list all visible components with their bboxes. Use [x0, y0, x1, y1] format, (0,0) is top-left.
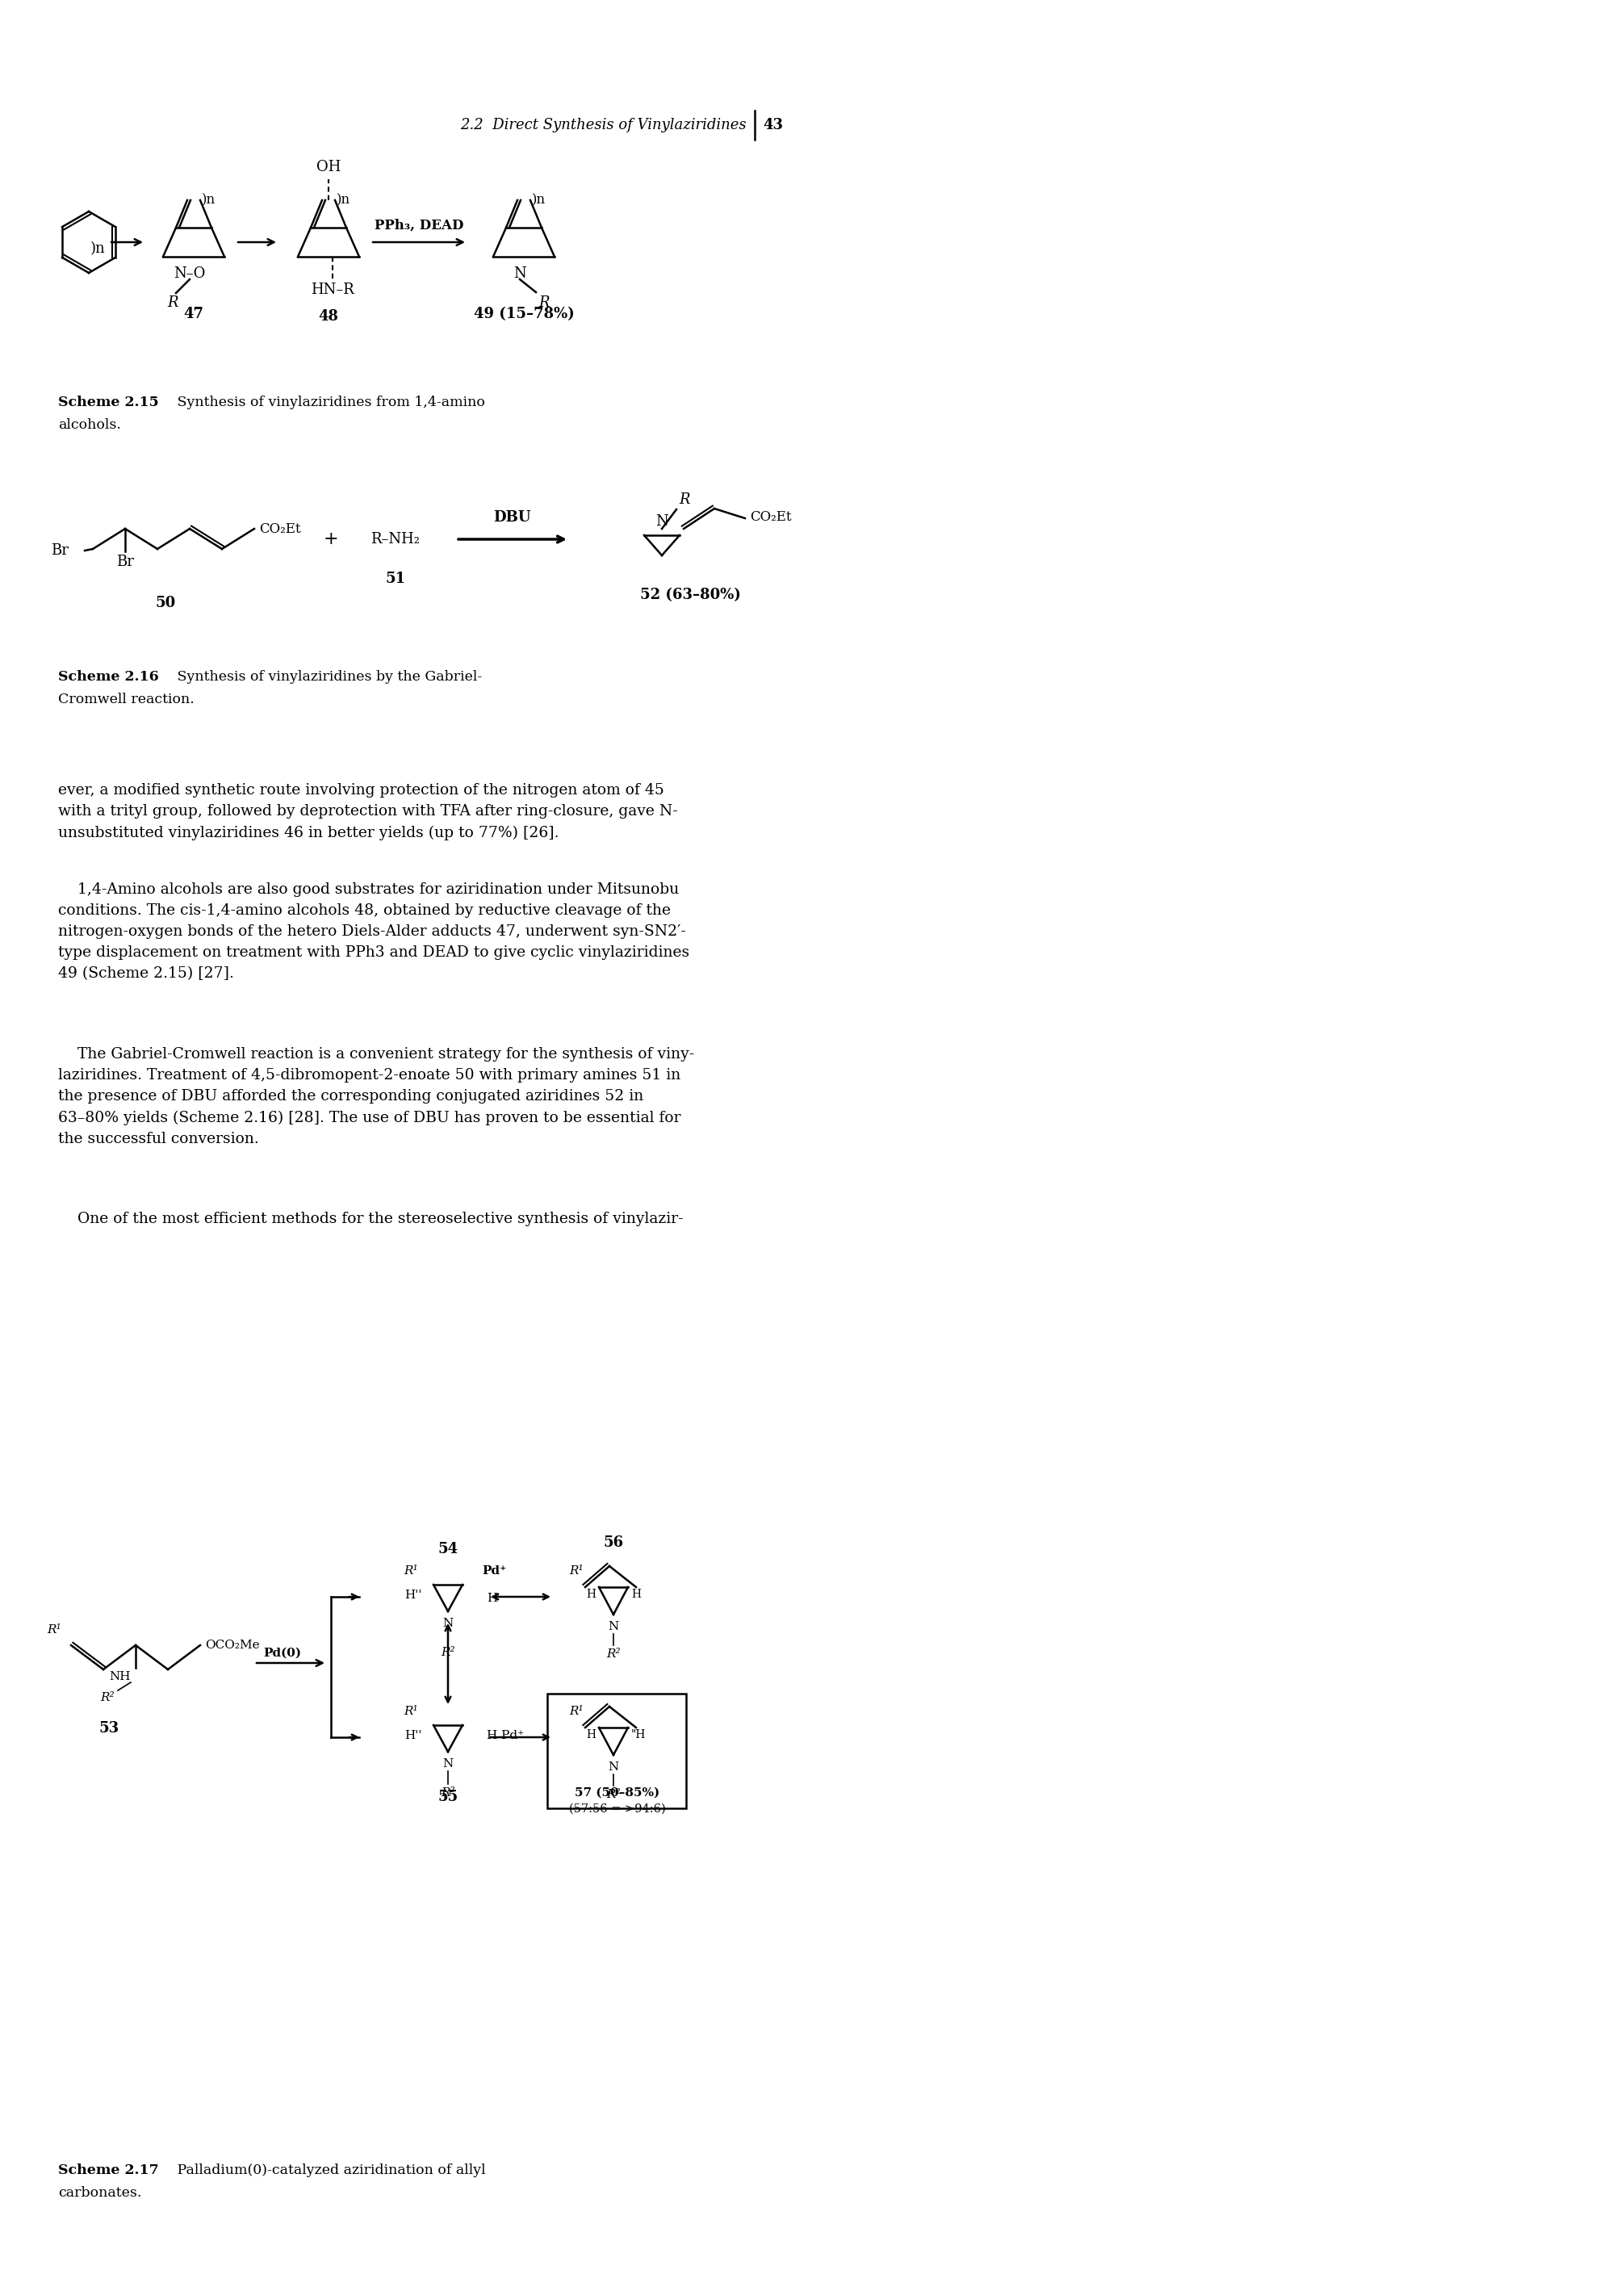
- Text: 47: 47: [184, 306, 203, 320]
- Text: 2.2  Direct Synthesis of Vinylaziridines: 2.2 Direct Synthesis of Vinylaziridines: [460, 119, 747, 133]
- Text: 52 (63–80%): 52 (63–80%): [640, 588, 741, 601]
- Text: One of the most efficient methods for the stereoselective synthesis of vinylazir: One of the most efficient methods for th…: [58, 1212, 684, 1226]
- Text: Pd⁺: Pd⁺: [482, 1564, 507, 1576]
- FancyBboxPatch shape: [547, 1695, 685, 1809]
- Text: Scheme 2.17: Scheme 2.17: [58, 2164, 159, 2177]
- Text: H: H: [632, 1589, 641, 1601]
- Text: The Gabriel-Cromwell reaction is a convenient strategy for the synthesis of viny: The Gabriel-Cromwell reaction is a conve…: [58, 1047, 695, 1146]
- Text: R²: R²: [606, 1788, 620, 1800]
- Text: Br: Br: [50, 544, 68, 558]
- Text: 51: 51: [385, 572, 406, 585]
- Text: 49 (15–78%): 49 (15–78%): [474, 306, 575, 320]
- Text: )n: )n: [91, 242, 106, 256]
- Text: R¹: R¹: [568, 1706, 583, 1718]
- Text: 43: 43: [763, 119, 783, 133]
- Text: R²: R²: [606, 1649, 620, 1660]
- Text: 48: 48: [318, 309, 338, 325]
- Text: R²: R²: [440, 1647, 455, 1658]
- Text: PPh₃, DEAD: PPh₃, DEAD: [374, 220, 463, 233]
- Text: R²: R²: [101, 1692, 115, 1704]
- Text: DBU: DBU: [494, 510, 531, 524]
- Text: "H: "H: [632, 1729, 646, 1740]
- Text: R: R: [539, 295, 549, 311]
- Text: CO₂Et: CO₂Et: [750, 510, 791, 524]
- Text: R¹: R¹: [404, 1706, 417, 1718]
- Text: OCO₂Me: OCO₂Me: [205, 1640, 260, 1651]
- Text: N: N: [513, 265, 526, 281]
- Text: H: H: [487, 1592, 497, 1603]
- Text: 56: 56: [603, 1535, 624, 1551]
- Text: R–NH₂: R–NH₂: [370, 533, 421, 547]
- Text: Palladium(0)-catalyzed aziridination of allyl: Palladium(0)-catalyzed aziridination of …: [172, 2164, 486, 2177]
- Text: +: +: [323, 531, 338, 549]
- Text: OH: OH: [317, 160, 341, 174]
- Text: H'': H'': [404, 1589, 422, 1601]
- Text: N–O: N–O: [174, 265, 206, 281]
- Text: Scheme 2.15: Scheme 2.15: [58, 396, 159, 409]
- Text: ever, a modified synthetic route involving protection of the nitrogen atom of 45: ever, a modified synthetic route involvi…: [58, 782, 677, 839]
- Text: R¹: R¹: [404, 1564, 417, 1576]
- Text: H: H: [586, 1729, 596, 1740]
- Text: R²: R²: [440, 1788, 455, 1798]
- Text: R: R: [167, 295, 179, 311]
- Text: 54: 54: [438, 1541, 458, 1557]
- Text: )n: )n: [533, 194, 546, 208]
- Text: HN–R: HN–R: [310, 284, 354, 297]
- Text: 55: 55: [438, 1791, 458, 1804]
- Text: )n: )n: [201, 194, 216, 208]
- Text: N: N: [443, 1617, 453, 1628]
- Text: H: H: [586, 1589, 596, 1601]
- Text: )n: )n: [336, 194, 351, 208]
- Text: R¹: R¹: [47, 1624, 62, 1635]
- Text: (57:56 = >94:6): (57:56 = >94:6): [568, 1804, 666, 1816]
- Text: 57 (50–85%): 57 (50–85%): [575, 1788, 659, 1798]
- Text: Synthesis of vinylaziridines from 1,4-amino: Synthesis of vinylaziridines from 1,4-am…: [172, 396, 486, 409]
- Text: N: N: [607, 1621, 619, 1633]
- Text: 53: 53: [99, 1722, 119, 1736]
- Text: H Pd⁺: H Pd⁺: [487, 1729, 525, 1740]
- Text: NH: NH: [109, 1672, 132, 1683]
- Text: carbonates.: carbonates.: [58, 2186, 141, 2200]
- Text: Scheme 2.16: Scheme 2.16: [58, 670, 159, 684]
- Text: alcohols.: alcohols.: [58, 419, 120, 432]
- Text: N: N: [443, 1759, 453, 1770]
- Text: N: N: [656, 515, 667, 528]
- Text: 1,4-Amino alcohols are also good substrates for aziridination under Mitsunobu
co: 1,4-Amino alcohols are also good substra…: [58, 883, 690, 981]
- Text: N: N: [607, 1761, 619, 1772]
- Text: H'': H'': [404, 1729, 422, 1740]
- Text: Br: Br: [117, 553, 133, 569]
- Text: Cromwell reaction.: Cromwell reaction.: [58, 693, 195, 707]
- Text: CO₂Et: CO₂Et: [260, 521, 300, 535]
- Text: R: R: [679, 492, 690, 508]
- Text: Pd(0): Pd(0): [263, 1647, 302, 1658]
- Text: R¹: R¹: [568, 1564, 583, 1576]
- Text: 50: 50: [156, 597, 175, 611]
- Text: Synthesis of vinylaziridines by the Gabriel-: Synthesis of vinylaziridines by the Gabr…: [172, 670, 482, 684]
